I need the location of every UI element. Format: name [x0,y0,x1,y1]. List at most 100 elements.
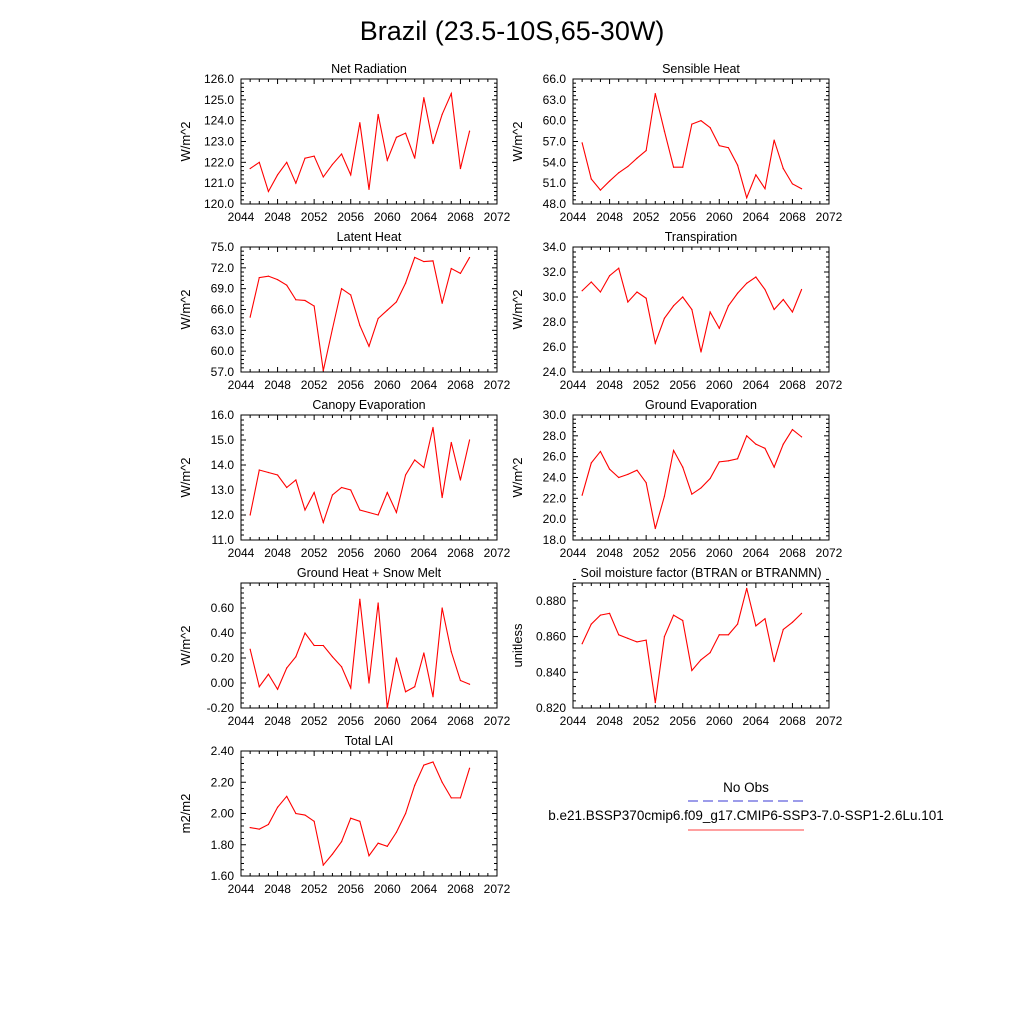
data-point [654,702,656,704]
data-point [258,828,260,830]
y-tick-label: 16.0 [211,408,235,422]
data-point [276,474,279,476]
data-point [258,276,260,279]
y-tick-label: 66.0 [543,72,567,86]
data-point [791,183,794,185]
x-tick-label: 2064 [411,882,438,896]
data-point [286,667,288,669]
data-point [782,167,784,170]
y-tick-label: 13.0 [211,483,235,497]
y-tick-label: 54.0 [543,155,567,169]
data-point [459,167,462,170]
x-tick-label: 2072 [484,546,511,560]
y-tick-label: 125.0 [204,93,234,107]
data-point [423,260,425,263]
data-point [599,189,602,191]
x-tick-label: 2056 [337,714,364,728]
data-point [718,145,720,147]
y-tick-label: 57.0 [211,365,235,379]
y-tick-label: 12.0 [211,508,235,522]
x-tick-label: 2056 [669,714,696,728]
data-point [258,686,260,688]
data-point [276,806,279,808]
y-tick-label: 24.0 [543,365,567,379]
data-point [340,666,343,668]
x-tick-label: 2064 [411,378,438,392]
data-point [727,460,730,462]
x-tick-label: 2060 [374,882,401,896]
data-point [304,509,306,511]
data-point [386,845,388,847]
data-point [618,634,620,636]
data-point [618,172,620,174]
x-tick-label: 2056 [337,546,364,560]
x-tick-label: 2052 [301,546,328,560]
data-point [599,450,602,453]
y-tick-label: 15.0 [211,433,235,447]
y-tick-label: 1.60 [211,869,235,883]
data-point [755,174,757,176]
data-point [627,473,629,475]
y-tick-label: 30.0 [543,290,567,304]
panel-title: Net Radiation [331,62,407,76]
data-point [682,466,684,468]
panel-latent-heat: Latent Heat W/m^2 2044 2048 2052 2056 2060 2064… [178,230,511,392]
x-tick-label: 2048 [596,210,623,224]
y-tick-label: 51.0 [543,176,567,190]
data-point [791,428,794,431]
data-point [286,161,288,163]
x-tick-label: 2048 [264,714,291,728]
data-point [672,614,675,616]
data-point [800,436,803,438]
data-point [340,153,343,155]
data-point [645,149,647,152]
data-point [404,132,407,134]
x-tick-label: 2068 [447,714,474,728]
data-point [746,435,748,437]
x-tick-label: 2064 [743,714,770,728]
data-point [313,491,315,494]
data-point [386,309,388,311]
x-tick-label: 2064 [743,378,770,392]
data-point [700,659,702,661]
data-point [736,292,739,294]
data-point [691,308,693,311]
x-tick-label: 2072 [484,378,511,392]
x-tick-label: 2048 [596,378,623,392]
data-point [258,469,260,471]
data-point [764,447,766,449]
data-point [359,509,361,511]
y-tick-label: 34.0 [543,240,567,254]
data-point [468,683,471,685]
data-point [258,161,260,163]
x-tick-label: 2068 [779,210,806,224]
data-point [590,462,592,464]
data-point [359,820,361,822]
x-tick-label: 2044 [560,546,587,560]
panel-title: Ground Evaporation [645,398,757,412]
data-point [386,491,388,494]
data-point [599,614,602,616]
data-point [423,466,425,469]
data-point [645,482,647,484]
x-tick-label: 2052 [633,378,660,392]
data-point [459,679,462,682]
data-point [313,305,315,307]
y-tick-label: 69.0 [211,282,235,296]
data-point [350,489,352,491]
data-point [377,514,379,516]
y-tick-label: 28.0 [543,315,567,329]
x-tick-label: 2072 [484,882,511,896]
data-point [331,163,334,166]
data-point [404,691,407,693]
data-point [645,297,647,299]
panels-group: Net Radiation W/m^2 2044 2048 2052 2056 2060 20… [178,62,843,896]
x-tick-label: 2072 [816,546,843,560]
y-tick-label: 123.0 [204,135,234,149]
data-point [386,159,388,161]
data-point [295,812,297,815]
data-point [736,623,739,625]
x-tick-label: 2048 [264,378,291,392]
